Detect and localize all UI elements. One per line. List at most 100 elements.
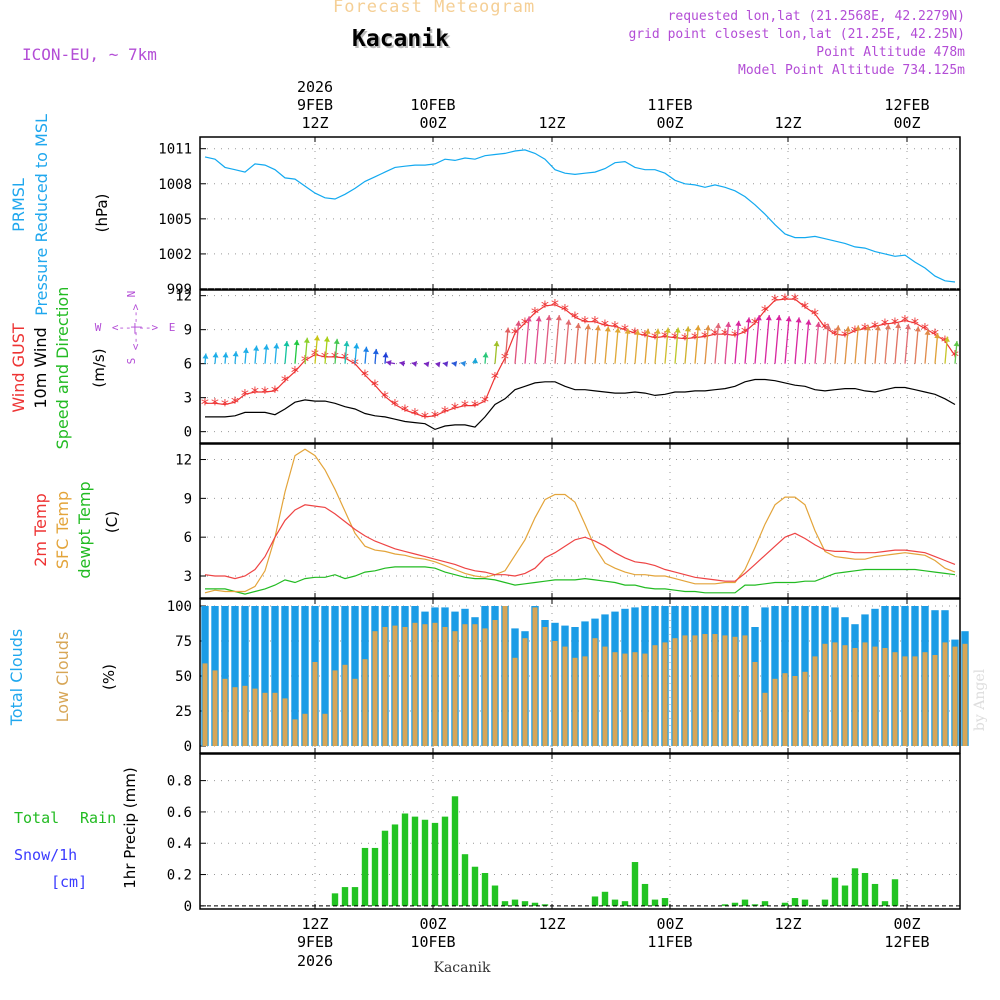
wind-arrow-head: [442, 361, 449, 368]
wind-direction-arrow: [714, 322, 720, 364]
y-tick-label: 6: [184, 357, 192, 373]
wind-gust-marker: *: [660, 327, 670, 346]
wind-direction-arrow: [864, 325, 870, 364]
low-clouds-bar: [682, 635, 688, 746]
wind-arrow-head: [805, 319, 812, 325]
wind-gust-marker: *: [770, 291, 780, 310]
compass-east: E: [169, 321, 176, 334]
low-clouds-bar: [752, 662, 758, 746]
y-tick-label: 0: [184, 739, 192, 755]
wind-gust-marker: *: [450, 399, 460, 418]
wind-arrow-head: [399, 360, 405, 367]
label-ms: (m/s): [90, 348, 108, 387]
wind-direction-arrow: [834, 325, 840, 364]
wind-arrow-head: [885, 324, 892, 330]
wind-gust-marker: *: [460, 397, 470, 416]
wind-gust-marker: *: [760, 301, 770, 320]
wind-gust-marker: *: [680, 330, 690, 349]
background-title: Forecast Meteogram: [333, 0, 536, 17]
rain-bar: [361, 847, 369, 906]
wind-arrow-head: [674, 327, 681, 333]
total-clouds-bar: [321, 606, 329, 746]
wind-gust-marker: *: [420, 408, 430, 427]
wind-gust-marker: *: [540, 297, 550, 316]
wind-arrow-head: [704, 325, 711, 331]
low-clouds-bar: [322, 713, 328, 746]
low-clouds-bar: [312, 662, 318, 746]
wind-gust-marker: *: [560, 300, 570, 319]
label-wind-gust: Wind GUST: [9, 323, 28, 413]
panel-frame: [199, 753, 961, 910]
y-tick-label: 100: [167, 599, 192, 615]
wind-direction-arrow: [924, 329, 929, 364]
panel-frame: [199, 136, 961, 290]
wind-direction-arrow: [734, 320, 740, 364]
wind-direction-arrow: [854, 325, 860, 364]
wind-direction-arrow: [764, 315, 770, 364]
wind-gust-marker: *: [390, 395, 400, 414]
wind-gust-marker: *: [850, 322, 860, 341]
rain-bar: [461, 854, 469, 906]
y-tick-label: 25: [175, 704, 192, 720]
wind-arrow-head: [386, 360, 392, 366]
label-snow: Snow/1h: [14, 846, 77, 864]
rain-bar: [751, 904, 759, 906]
wind-direction-arrow: [684, 326, 689, 364]
wind-gust-marker: *: [410, 405, 420, 424]
wind-gust-marker: *: [750, 314, 760, 333]
low-clouds-bar: [622, 653, 628, 746]
total-clouds-bar: [261, 606, 269, 746]
low-clouds-bar: [332, 670, 338, 746]
wind-gust-marker: *: [210, 394, 220, 413]
wind-arrow-head: [895, 323, 902, 329]
low-clouds-bar: [422, 624, 428, 746]
wind-arrow-head: [654, 328, 661, 334]
low-clouds-bar: [492, 620, 498, 746]
y-tick-label: 3: [184, 569, 192, 585]
wind-direction-arrow: [724, 321, 730, 364]
wind-direction-arrow: [824, 324, 830, 364]
rain-bar: [481, 872, 489, 906]
compass-north: N: [125, 291, 138, 298]
compass-south: S: [125, 358, 138, 365]
low-clouds-bar: [502, 606, 508, 746]
total-clouds-bar: [291, 606, 299, 746]
wind-arrow-head: [644, 328, 651, 334]
wind-arrow-head: [953, 341, 960, 347]
low-clouds-bar: [942, 642, 948, 746]
low-clouds-bar: [262, 692, 268, 746]
wind-arrow-head: [460, 360, 466, 367]
label-pressure-msl: Pressure Reduced to MSL: [32, 114, 51, 316]
wind-gust-marker: *: [520, 314, 530, 333]
wind-gust-marker: *: [400, 401, 410, 420]
wind-direction-arrow: [654, 328, 659, 364]
low-clouds-bar: [792, 676, 798, 746]
wind-gust-marker: *: [830, 325, 840, 344]
dewpoint-temp-line: [205, 566, 956, 595]
rain-bar: [491, 885, 499, 906]
low-clouds-bar: [282, 698, 288, 746]
low-clouds-bar: [642, 653, 648, 746]
low-clouds-bar: [212, 670, 218, 746]
time-label-top-year: 2026: [297, 78, 333, 96]
time-label-bottom-hour: 12Z: [774, 915, 801, 933]
rain-bar: [781, 902, 789, 906]
time-label-bottom-hour: 12Z: [538, 915, 565, 933]
low-clouds-bar: [352, 678, 358, 746]
location-title: Kacanik: [352, 26, 449, 52]
low-clouds-bar: [822, 643, 828, 746]
low-clouds-bar: [742, 635, 748, 746]
wind-arrow-head: [854, 325, 861, 331]
rain-bar: [401, 813, 409, 906]
low-clouds-bar: [362, 659, 368, 746]
wind-arrow-head: [545, 315, 552, 321]
wind-arrow-head: [785, 316, 792, 322]
low-clouds-bar: [442, 627, 448, 746]
wind-arrow-head: [694, 325, 701, 331]
low-clouds-bar: [652, 645, 658, 746]
wind-arrow-head: [382, 352, 389, 358]
wind-direction-arrow: [584, 324, 590, 364]
wind-gust-marker: *: [790, 290, 800, 309]
wind-arrow-head: [314, 335, 321, 341]
wind-gust-marker: *: [470, 397, 480, 416]
